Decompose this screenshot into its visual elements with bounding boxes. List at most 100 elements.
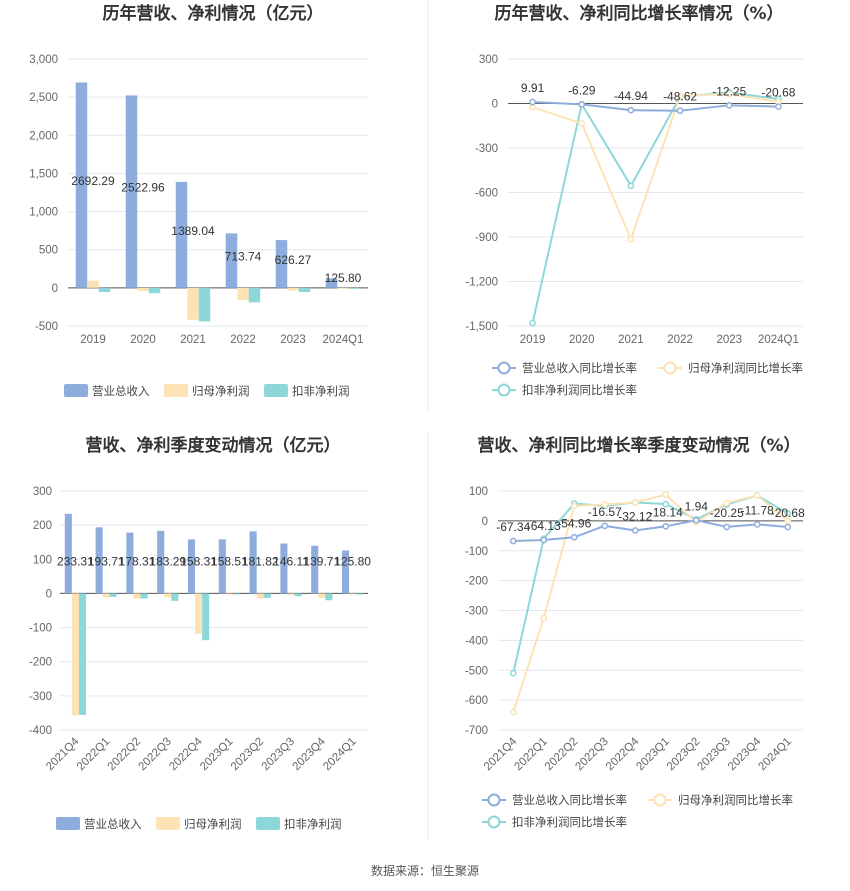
data-label-revenue: 193.71 bbox=[88, 554, 125, 568]
bar-revenue bbox=[218, 539, 226, 594]
bar-net-profit bbox=[164, 593, 172, 598]
series-line-net-profit-growth bbox=[532, 92, 779, 243]
x-tick-label: 2021 bbox=[180, 334, 206, 346]
data-label-revenue-growth: -20.25 bbox=[710, 506, 744, 520]
x-tick-label: 2022 bbox=[667, 334, 693, 346]
x-tick-label: 2022Q3 bbox=[573, 736, 610, 773]
bar-revenue bbox=[275, 240, 288, 288]
series-point bbox=[540, 536, 548, 544]
bar-deducted-profit bbox=[140, 593, 148, 599]
y-tick-label: 300 bbox=[479, 54, 498, 66]
y-tick-label: -400 bbox=[465, 635, 488, 647]
series-point bbox=[662, 500, 670, 508]
series-point bbox=[784, 523, 792, 531]
series-point bbox=[529, 319, 536, 327]
legend-marker bbox=[653, 793, 667, 807]
series-point bbox=[509, 708, 517, 716]
data-label-revenue: 139.71 bbox=[303, 554, 340, 568]
series-point bbox=[570, 533, 578, 541]
data-label-revenue: 181.82 bbox=[242, 554, 279, 568]
y-tick-label: 300 bbox=[33, 486, 52, 498]
y-tick-label: -900 bbox=[475, 232, 498, 244]
x-tick-label: 2022Q3 bbox=[136, 736, 173, 773]
legend-label: 归母净利润 bbox=[184, 817, 242, 831]
series-line-revenue-growth bbox=[532, 101, 779, 112]
data-label-revenue-growth: -20.68 bbox=[761, 86, 795, 100]
bar-revenue bbox=[95, 527, 103, 594]
series-point bbox=[627, 106, 635, 114]
legend-marker bbox=[487, 793, 501, 807]
data-label-revenue-growth: -11.78 bbox=[741, 503, 774, 517]
y-tick-label: 0 bbox=[492, 99, 498, 111]
bar-revenue bbox=[157, 530, 165, 594]
bar-revenue bbox=[75, 82, 88, 288]
chart-title-1: 历年营收、净利同比增长率情况（%） bbox=[494, 3, 783, 24]
bar-net-profit bbox=[287, 287, 299, 291]
bar-net-profit bbox=[195, 593, 203, 634]
data-label-revenue-growth: -6.29 bbox=[568, 83, 596, 97]
x-tick-label: 2024Q1 bbox=[321, 736, 358, 773]
data-label-revenue: 158.31 bbox=[180, 554, 217, 568]
x-tick-label: 2022Q4 bbox=[167, 735, 205, 773]
bar-revenue bbox=[311, 545, 319, 594]
bar-net-profit bbox=[287, 593, 295, 596]
series-point bbox=[601, 501, 609, 508]
x-tick-label: 2024Q1 bbox=[756, 736, 793, 773]
bar-deducted-profit bbox=[248, 287, 261, 303]
legend-swatch bbox=[256, 817, 280, 830]
series-point bbox=[676, 92, 684, 100]
series-point bbox=[601, 522, 609, 530]
series-point bbox=[578, 120, 586, 127]
bar-deducted-profit bbox=[325, 593, 333, 601]
legend-marker bbox=[487, 815, 501, 829]
y-tick-label: -100 bbox=[465, 546, 488, 558]
x-tick-label: 2023 bbox=[716, 334, 742, 346]
y-tick-label: 0 bbox=[482, 516, 488, 528]
x-tick-label: 2019 bbox=[80, 334, 106, 346]
x-tick-label: 2022 bbox=[230, 334, 256, 346]
x-tick-label: 2023 bbox=[280, 334, 306, 346]
series-point bbox=[509, 537, 517, 545]
series-point bbox=[753, 521, 761, 528]
bar-deducted-profit bbox=[232, 593, 241, 595]
y-tick-label: 1,500 bbox=[29, 168, 58, 180]
bar-deducted-profit bbox=[198, 287, 211, 322]
bar-deducted-profit bbox=[263, 593, 271, 598]
bar-revenue bbox=[64, 513, 72, 594]
y-tick-label: 2,000 bbox=[29, 130, 58, 142]
data-label-revenue: 178.31 bbox=[119, 554, 156, 568]
y-tick-label: 0 bbox=[46, 588, 52, 600]
series-point bbox=[509, 669, 517, 677]
series-point bbox=[692, 516, 700, 524]
x-tick-label: 2021Q4 bbox=[44, 735, 82, 773]
bar-net-profit bbox=[87, 280, 99, 288]
x-tick-label: 2022Q1 bbox=[75, 736, 112, 773]
y-tick-label: -600 bbox=[465, 695, 488, 707]
legend-label: 扣非净利润 bbox=[284, 817, 342, 831]
legend-label: 扣非净利润同比增长率 bbox=[512, 815, 627, 829]
bar-deducted-profit bbox=[298, 287, 311, 293]
series-point bbox=[529, 98, 536, 106]
bar-revenue bbox=[341, 550, 350, 594]
series-point bbox=[676, 107, 684, 115]
bar-net-profit bbox=[137, 287, 149, 291]
bar-net-profit bbox=[256, 593, 264, 599]
x-tick-label: 2022Q2 bbox=[543, 736, 580, 773]
y-tick-label: -700 bbox=[465, 725, 488, 737]
data-label-revenue-growth: -64.13 bbox=[527, 519, 561, 533]
bar-deducted-profit bbox=[78, 593, 87, 715]
bar-revenue bbox=[125, 95, 138, 288]
legend-label: 营业总收入同比增长率 bbox=[522, 361, 637, 375]
data-label-revenue-growth: -16.57 bbox=[588, 505, 622, 519]
bar-deducted-profit bbox=[202, 593, 210, 641]
series-point bbox=[662, 491, 670, 498]
legend-label: 营业总收入 bbox=[92, 384, 150, 398]
series-point bbox=[723, 523, 731, 531]
bar-deducted-profit bbox=[171, 593, 179, 601]
series-point bbox=[529, 103, 536, 111]
legend-label: 归母净利润同比增长率 bbox=[688, 361, 803, 375]
x-tick-label: 2019 bbox=[520, 334, 546, 346]
y-tick-label: 2,500 bbox=[29, 92, 58, 104]
x-tick-label: 2023Q4 bbox=[290, 735, 328, 773]
